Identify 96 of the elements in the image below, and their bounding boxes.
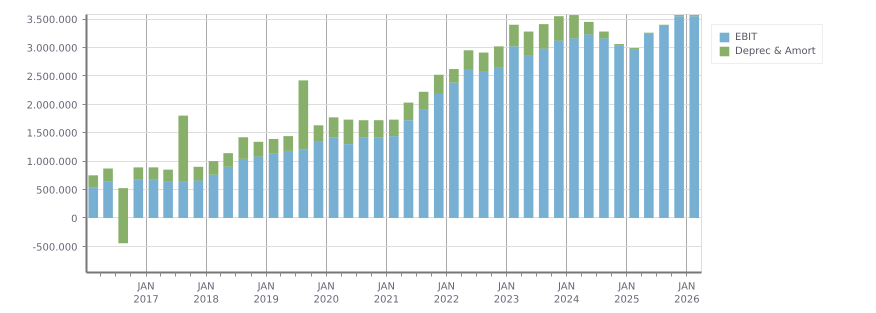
bar: [374, 120, 384, 138]
bar: [298, 80, 308, 150]
bar: [238, 158, 248, 218]
bar: [434, 74, 444, 94]
bar: [449, 82, 459, 218]
bar: [88, 187, 98, 218]
bar: [599, 32, 609, 38]
bar: [554, 16, 564, 41]
bar: [88, 175, 98, 188]
bar: [254, 156, 264, 218]
bar: [614, 45, 624, 218]
bar: [524, 32, 534, 56]
bar: [314, 125, 324, 142]
bar: [404, 120, 414, 218]
bar: [538, 48, 549, 218]
bar: [358, 137, 368, 218]
x-tick-label: JAN 2024: [554, 282, 580, 306]
bar: [103, 168, 113, 182]
bar: [208, 174, 218, 218]
bar: [344, 144, 354, 218]
bar: [178, 182, 188, 218]
bar: [659, 26, 669, 218]
bar: [599, 38, 609, 218]
x-tick-label: JAN 2020: [313, 282, 339, 306]
y-tick-label: 3.000.000: [26, 43, 78, 54]
bar: [194, 180, 204, 218]
x-tick-label: JAN 2025: [614, 282, 640, 306]
bar: [238, 137, 248, 159]
bar: [223, 166, 233, 218]
bar: [148, 179, 158, 218]
bar: [584, 22, 594, 34]
bar: [163, 170, 173, 182]
bar: [268, 154, 278, 218]
bar: [494, 68, 504, 218]
bar: [538, 24, 549, 49]
bar: [418, 109, 428, 218]
x-tick-label: JAN 2017: [133, 282, 159, 306]
bar: [163, 182, 173, 218]
x-tick-label: JAN 2022: [434, 282, 460, 306]
bar: [434, 93, 444, 218]
x-tick-label: JAN 2019: [253, 282, 279, 306]
y-tick-label: 2.500.000: [26, 72, 78, 83]
y-tick-label: 2.000.000: [26, 100, 78, 112]
bar: [629, 49, 640, 218]
bar: [464, 50, 474, 70]
bar: [283, 150, 294, 218]
bar: [509, 24, 519, 46]
bar: [268, 138, 278, 154]
bar: [554, 40, 564, 218]
bar: [644, 34, 654, 218]
bar: [178, 116, 188, 182]
bar: [328, 117, 338, 138]
bar: [134, 179, 144, 218]
bar: [404, 102, 414, 120]
x-tick-label: JAN 2026: [674, 282, 700, 306]
bar: [569, 38, 579, 218]
legend-label: Deprec & Amort: [735, 45, 816, 57]
bar: [148, 167, 158, 180]
y-tick-label: 3.500.000: [26, 15, 78, 26]
bar: [314, 142, 324, 218]
bar: [254, 142, 264, 157]
bar: [358, 120, 368, 138]
bar: [464, 69, 474, 218]
bar: [298, 149, 308, 218]
bar: [584, 34, 594, 218]
y-tick-label: 1.500.000: [26, 128, 78, 140]
bar: [524, 55, 534, 218]
bar: [283, 136, 294, 151]
bar: [509, 46, 519, 218]
x-tick-label: JAN 2023: [494, 282, 520, 306]
bar: [418, 92, 428, 110]
x-tick-label: JAN 2021: [374, 282, 400, 306]
bar: [223, 153, 233, 167]
x-tick-label: JAN 2018: [193, 282, 219, 306]
bar: [208, 161, 218, 175]
bar: [194, 166, 204, 180]
bar: [389, 136, 399, 218]
bar: [328, 137, 338, 218]
y-tick-label: 500.000: [36, 186, 78, 197]
bar: [344, 120, 354, 144]
bar: [494, 46, 504, 68]
legend-label: EBIT: [735, 31, 758, 43]
y-tick-label: -500.000: [32, 242, 78, 254]
bar: [134, 167, 144, 180]
y-tick-label: 0: [71, 214, 78, 225]
y-tick-label: 1.000.000: [26, 157, 78, 168]
bar: [689, 16, 700, 218]
bar: [478, 72, 488, 218]
bar: [389, 120, 399, 136]
bar: [374, 137, 384, 218]
bar: [478, 52, 488, 72]
bar: [569, 15, 579, 38]
bar: [118, 188, 128, 244]
bar: [449, 69, 459, 83]
bar: [674, 16, 684, 218]
bar: [103, 182, 113, 218]
